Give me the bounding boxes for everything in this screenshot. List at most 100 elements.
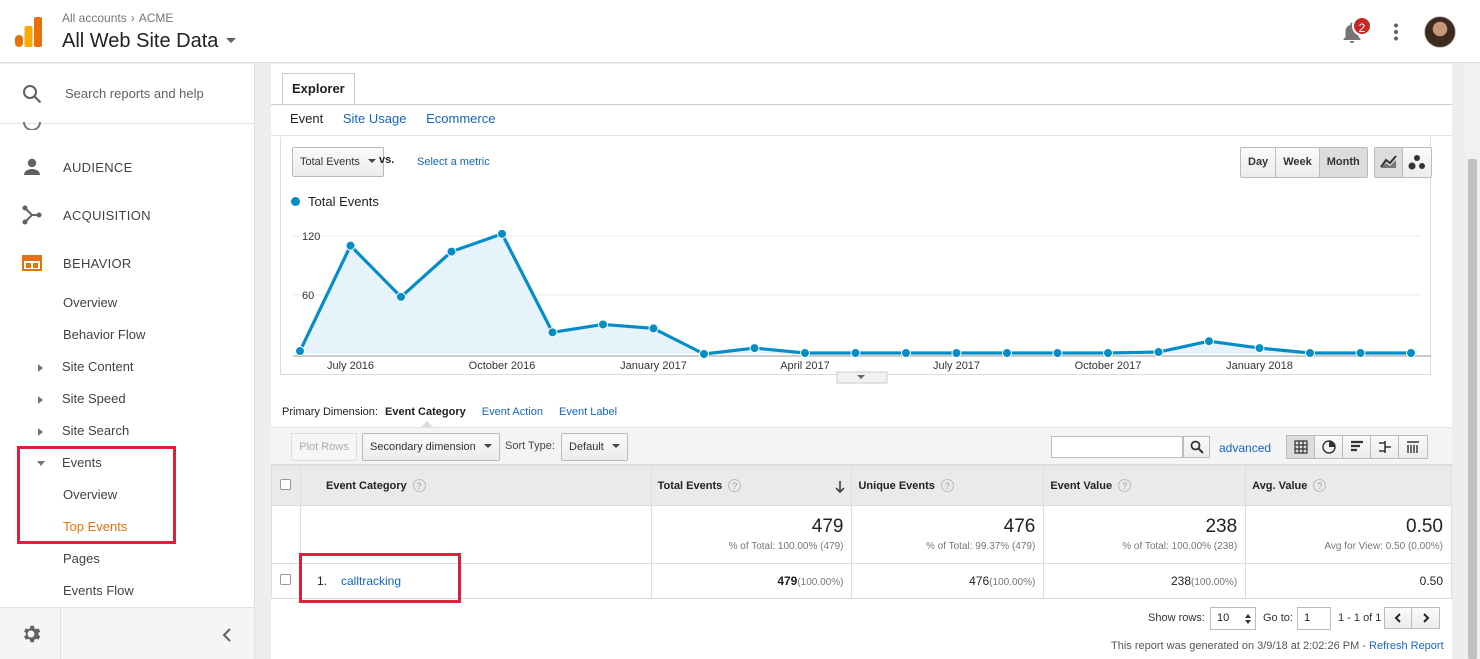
- sidebar-item-overview[interactable]: Overview: [0, 289, 254, 317]
- more-vert-icon[interactable]: [1392, 23, 1400, 41]
- help-icon[interactable]: ?: [1313, 479, 1327, 492]
- comparison-icon: [1379, 441, 1391, 453]
- refresh-report-link[interactable]: Refresh Report: [1369, 640, 1444, 652]
- performance-view-button[interactable]: [1343, 436, 1371, 458]
- total-sub: % of Total: 99.37% (479): [926, 541, 1036, 552]
- line-chart-button[interactable]: [1375, 148, 1403, 177]
- tab-explorer[interactable]: Explorer: [282, 73, 355, 105]
- sidebar-item-pages[interactable]: Pages: [0, 545, 254, 573]
- dimension-event-action[interactable]: Event Action: [481, 406, 543, 418]
- table-search-input[interactable]: [1051, 436, 1183, 458]
- row-category-link[interactable]: calltracking: [341, 574, 402, 588]
- header-avg-value[interactable]: Avg. Value?: [1245, 465, 1452, 506]
- collapse-arrow-icon: [37, 461, 45, 466]
- subtab-event[interactable]: Event: [290, 111, 324, 126]
- view-title: All Web Site Data: [62, 30, 219, 52]
- data-point: [1305, 348, 1315, 359]
- goto-input[interactable]: 1: [1297, 607, 1331, 630]
- advanced-filter-link[interactable]: advanced: [1219, 441, 1272, 455]
- day-button[interactable]: Day: [1241, 148, 1277, 177]
- motion-chart-button[interactable]: [1403, 148, 1431, 177]
- help-icon[interactable]: ?: [1118, 479, 1132, 492]
- sidebar-item-events-flow[interactable]: Events Flow: [0, 577, 254, 605]
- header-unique-events[interactable]: Unique Events?: [851, 465, 1045, 506]
- sidebar-search[interactable]: Search reports and help: [0, 64, 254, 124]
- sidebar-item-label: Top Events: [63, 519, 128, 534]
- scrollbar-thumb[interactable]: [1468, 159, 1477, 659]
- header-event-category[interactable]: Event Category?: [299, 465, 652, 506]
- breadcrumb-separator-icon: ›: [130, 11, 135, 25]
- view-selector[interactable]: All Web Site Data: [62, 30, 237, 53]
- totals-unique-events: 476 % of Total: 99.37% (479): [851, 505, 1045, 564]
- sidebar-item-site-speed[interactable]: Site Speed: [0, 385, 254, 413]
- analytics-logo-icon[interactable]: [15, 17, 42, 47]
- help-icon[interactable]: ?: [412, 479, 426, 492]
- row-unique-events: 476(100.00%): [851, 563, 1045, 599]
- show-rows-select[interactable]: 10: [1210, 607, 1256, 630]
- page-scrollbar[interactable]: [1465, 64, 1480, 659]
- row-checkbox[interactable]: [280, 574, 292, 585]
- avatar[interactable]: [1424, 16, 1456, 48]
- table-search-button[interactable]: [1183, 436, 1210, 458]
- sidebar-item-top-events[interactable]: Top Events: [0, 513, 254, 541]
- sidebar-item-behavior[interactable]: BEHAVIOR: [0, 243, 254, 283]
- sidebar-item-behavior-flow[interactable]: Behavior Flow: [0, 321, 254, 349]
- cell-value: 479: [777, 574, 798, 588]
- header-total-events[interactable]: Total Events?: [650, 465, 853, 506]
- help-icon[interactable]: ?: [940, 479, 954, 492]
- sidebar-item-site-search[interactable]: Site Search: [0, 417, 254, 445]
- chevron-right-icon: [1423, 613, 1430, 623]
- expand-arrow-icon: [38, 428, 43, 436]
- sidebar-item-site-content[interactable]: Site Content: [0, 353, 254, 381]
- secondary-dimension-value: Secondary dimension: [370, 441, 476, 453]
- sidebar-item-audience[interactable]: AUDIENCE: [0, 147, 254, 187]
- data-table-view-button[interactable]: [1287, 436, 1315, 458]
- data-point: [446, 246, 457, 257]
- comparison-view-button[interactable]: [1371, 436, 1399, 458]
- data-point: [648, 323, 659, 334]
- admin-button[interactable]: [0, 608, 61, 659]
- breadcrumb[interactable]: All accounts › ACME: [62, 11, 173, 25]
- gear-icon: [24, 625, 41, 643]
- row-avg-value: 0.50: [1245, 563, 1452, 599]
- line-chart[interactable]: 120 60 July 2016 October 2016 January 2017 Ap…: [271, 64, 1452, 394]
- pie-chart-icon: [1322, 440, 1336, 454]
- month-button[interactable]: Month: [1319, 148, 1367, 177]
- pie-view-button[interactable]: [1315, 436, 1343, 458]
- data-point: [396, 291, 406, 302]
- row-total-events: 479(100.00%): [650, 563, 853, 599]
- row-select-cell[interactable]: [271, 563, 301, 599]
- notification-badge[interactable]: 2: [1352, 16, 1372, 36]
- select-all-cell[interactable]: [271, 465, 301, 506]
- sidebar-item-events[interactable]: Events: [0, 449, 254, 477]
- subtab-site-usage[interactable]: Site Usage: [342, 111, 407, 126]
- help-icon[interactable]: ?: [728, 478, 742, 492]
- select-all-checkbox[interactable]: [280, 478, 292, 490]
- x-tick-label: July 2016: [327, 360, 374, 372]
- search-placeholder: Search reports and help: [65, 86, 204, 101]
- data-point: [800, 348, 810, 359]
- breadcrumb-account[interactable]: ACME: [138, 11, 174, 25]
- highlight-box: [17, 446, 176, 544]
- chevron-left-icon[interactable]: [222, 628, 232, 642]
- plot-rows-button[interactable]: Plot Rows: [291, 433, 357, 461]
- y-tick-label: 120: [302, 231, 320, 243]
- select-metric-link[interactable]: Select a metric: [417, 156, 490, 168]
- totals-avg-value: 0.50 Avg for View: 0.50 (0.00%): [1245, 505, 1452, 564]
- subtab-ecommerce[interactable]: Ecommerce: [426, 111, 496, 126]
- breadcrumb-all-accounts[interactable]: All accounts: [62, 11, 127, 25]
- dimension-event-category[interactable]: Event Category: [385, 406, 466, 418]
- sidebar-item-acquisition[interactable]: ACQUISITION: [0, 195, 254, 235]
- pivot-view-button[interactable]: [1399, 436, 1427, 458]
- divider: [271, 104, 1452, 105]
- sidebar-item-events-overview[interactable]: Overview: [0, 481, 254, 509]
- header-event-value[interactable]: Event Value?: [1043, 465, 1247, 506]
- secondary-dimension-select[interactable]: Secondary dimension: [362, 433, 500, 461]
- next-page-button[interactable]: [1412, 608, 1439, 628]
- legend-label: Total Events: [308, 194, 379, 209]
- dimension-event-label[interactable]: Event Label: [559, 406, 618, 418]
- metric-select[interactable]: Total Events: [292, 147, 384, 177]
- prev-page-button[interactable]: [1385, 608, 1412, 628]
- week-button[interactable]: Week: [1276, 148, 1320, 177]
- sort-type-select[interactable]: Default: [561, 433, 628, 461]
